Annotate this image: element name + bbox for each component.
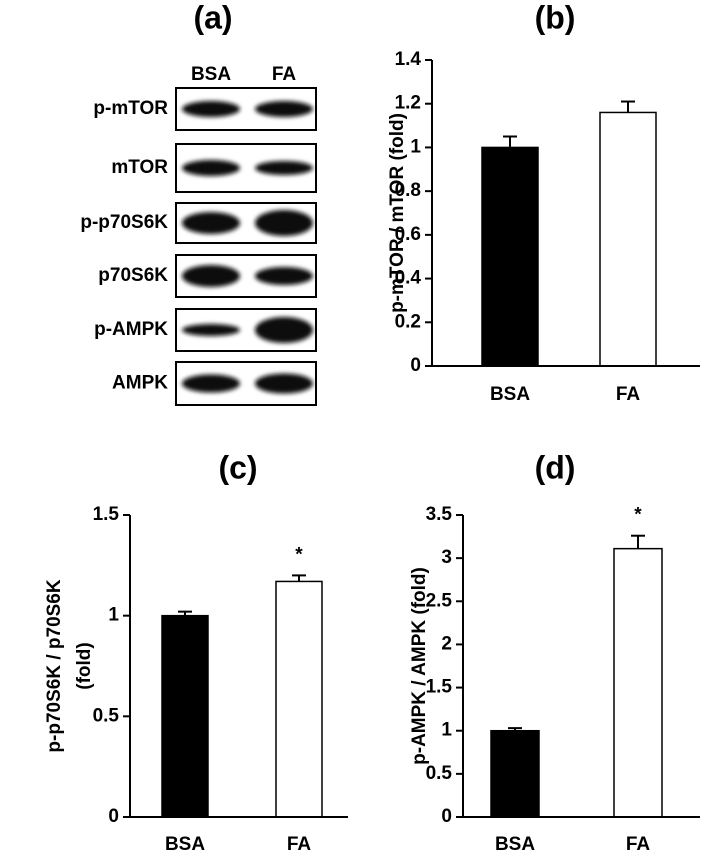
- error-bar: [621, 100, 635, 113]
- bar: [490, 729, 540, 818]
- significance: *: [295, 544, 303, 565]
- y-tick-label: 0: [108, 806, 119, 827]
- y-tick-label: 1.4: [395, 49, 422, 70]
- band: [255, 101, 313, 117]
- y-tick-label: 1: [441, 720, 452, 741]
- bar: [613, 547, 663, 818]
- error-bar: [292, 574, 306, 582]
- row-label: p-AMPK: [94, 319, 168, 340]
- y-axis-label: p-AMPK / AMPK (fold): [409, 567, 430, 765]
- column-label: FA: [272, 64, 297, 85]
- x-tick-label: BSA: [495, 834, 535, 855]
- y-axis-label: (fold): [74, 642, 95, 689]
- y-axis-label: p-mTOR / mTOR (fold): [387, 113, 408, 313]
- y-tick-label: 2.5: [426, 590, 453, 611]
- band: [255, 267, 313, 285]
- x-tick-label: FA: [626, 834, 651, 855]
- y-tick-label: 0.8: [395, 180, 421, 201]
- y-tick-label: 0: [441, 806, 452, 827]
- x-tick-label: BSA: [490, 384, 530, 405]
- band: [182, 160, 240, 176]
- band: [255, 373, 313, 394]
- bar: [275, 580, 323, 818]
- y-tick-label: 0: [410, 355, 421, 376]
- y-axis-label: p-p70S6K / p70S6K: [44, 579, 65, 752]
- panel-label: (b): [535, 0, 576, 35]
- panel-label: (a): [193, 0, 232, 35]
- row-label: p70S6K: [98, 265, 168, 286]
- band: [182, 374, 240, 393]
- y-tick-label: 0.4: [395, 268, 422, 289]
- y-tick-label: 2: [441, 633, 452, 654]
- bar: [161, 614, 209, 818]
- row-label: p-p70S6K: [80, 212, 168, 233]
- y-tick-label: 1: [410, 136, 421, 157]
- x-tick-label: FA: [616, 384, 641, 405]
- bar: [599, 111, 657, 367]
- y-tick-label: 3: [441, 547, 452, 568]
- panel-label: (c): [218, 449, 257, 485]
- error-bar: [503, 135, 517, 148]
- bar: [481, 146, 539, 367]
- band: [255, 210, 313, 236]
- y-tick-label: 1.5: [93, 504, 120, 525]
- y-tick-label: 0.5: [426, 763, 453, 784]
- band: [182, 324, 240, 336]
- error-bar: [508, 727, 522, 731]
- row-label: p-mTOR: [93, 98, 168, 119]
- y-tick-label: 1.2: [395, 93, 421, 114]
- band: [182, 212, 240, 234]
- error-bar: [631, 534, 645, 549]
- x-tick-label: FA: [287, 834, 312, 855]
- column-label: BSA: [191, 64, 231, 85]
- y-tick-label: 0.2: [395, 311, 421, 332]
- x-tick-label: BSA: [165, 834, 205, 855]
- y-tick-label: 1: [108, 605, 119, 626]
- y-tick-label: 0.5: [93, 705, 120, 726]
- y-tick-label: 3.5: [426, 504, 453, 525]
- band: [182, 265, 240, 287]
- y-tick-label: 0.6: [395, 224, 421, 245]
- significance: *: [634, 505, 642, 526]
- panel-label: (d): [535, 449, 576, 485]
- band: [182, 101, 240, 117]
- error-bar: [178, 610, 192, 616]
- y-tick-label: 1.5: [426, 677, 453, 698]
- band: [255, 317, 313, 343]
- row-label: AMPK: [112, 373, 168, 394]
- band: [255, 161, 313, 175]
- row-label: mTOR: [111, 157, 168, 178]
